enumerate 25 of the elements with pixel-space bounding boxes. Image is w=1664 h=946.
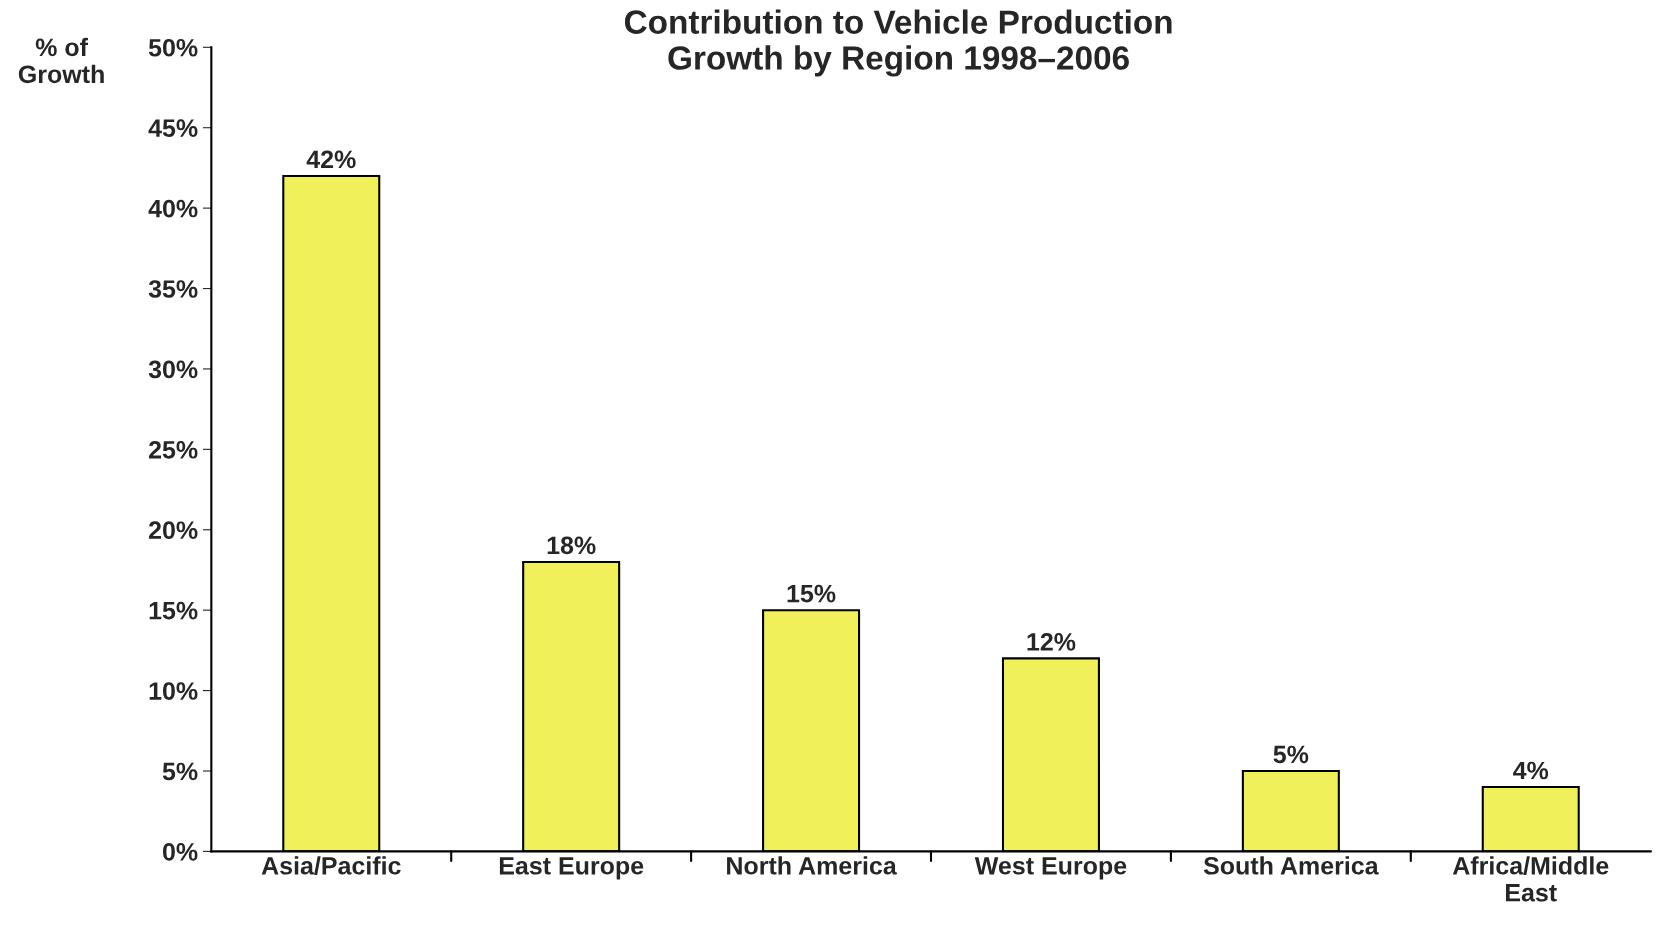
data-label: 5%: [1273, 745, 1309, 764]
y-axis-title: % of Growth: [18, 37, 104, 84]
x-tick-label: South America: [1203, 856, 1379, 875]
chart-title: Contribution to Vehicle Production Growth by Region 1998–2006: [624, 9, 1172, 77]
y-tick-label: 35%: [148, 280, 198, 298]
y-tick-label: 25%: [148, 440, 198, 459]
y-tick-label: 30%: [148, 360, 198, 379]
data-label: 4%: [1513, 761, 1549, 780]
x-tick-label: East Europe: [499, 857, 644, 880]
y-tick-label: 0%: [162, 843, 198, 861]
y-tick-label: 15%: [149, 601, 198, 620]
y-tick-label: 10%: [149, 682, 198, 700]
y-tick-label: 50%: [148, 38, 198, 57]
data-label: 15%: [787, 584, 836, 603]
x-tick-label: Africa/Middle East: [1452, 856, 1609, 902]
y-tick-label: 20%: [148, 521, 198, 540]
data-label: 18%: [547, 536, 596, 555]
data-label: 42%: [306, 150, 356, 169]
y-tick-label: 45%: [148, 119, 198, 138]
x-tick-label: Asia/Pacific: [261, 856, 401, 875]
x-tick-label: West Europe: [974, 857, 1127, 880]
data-label: 12%: [1027, 632, 1076, 651]
y-tick-label: 5%: [162, 762, 198, 781]
y-tick-label: 40%: [148, 199, 198, 218]
x-tick-label: North America: [727, 856, 897, 875]
